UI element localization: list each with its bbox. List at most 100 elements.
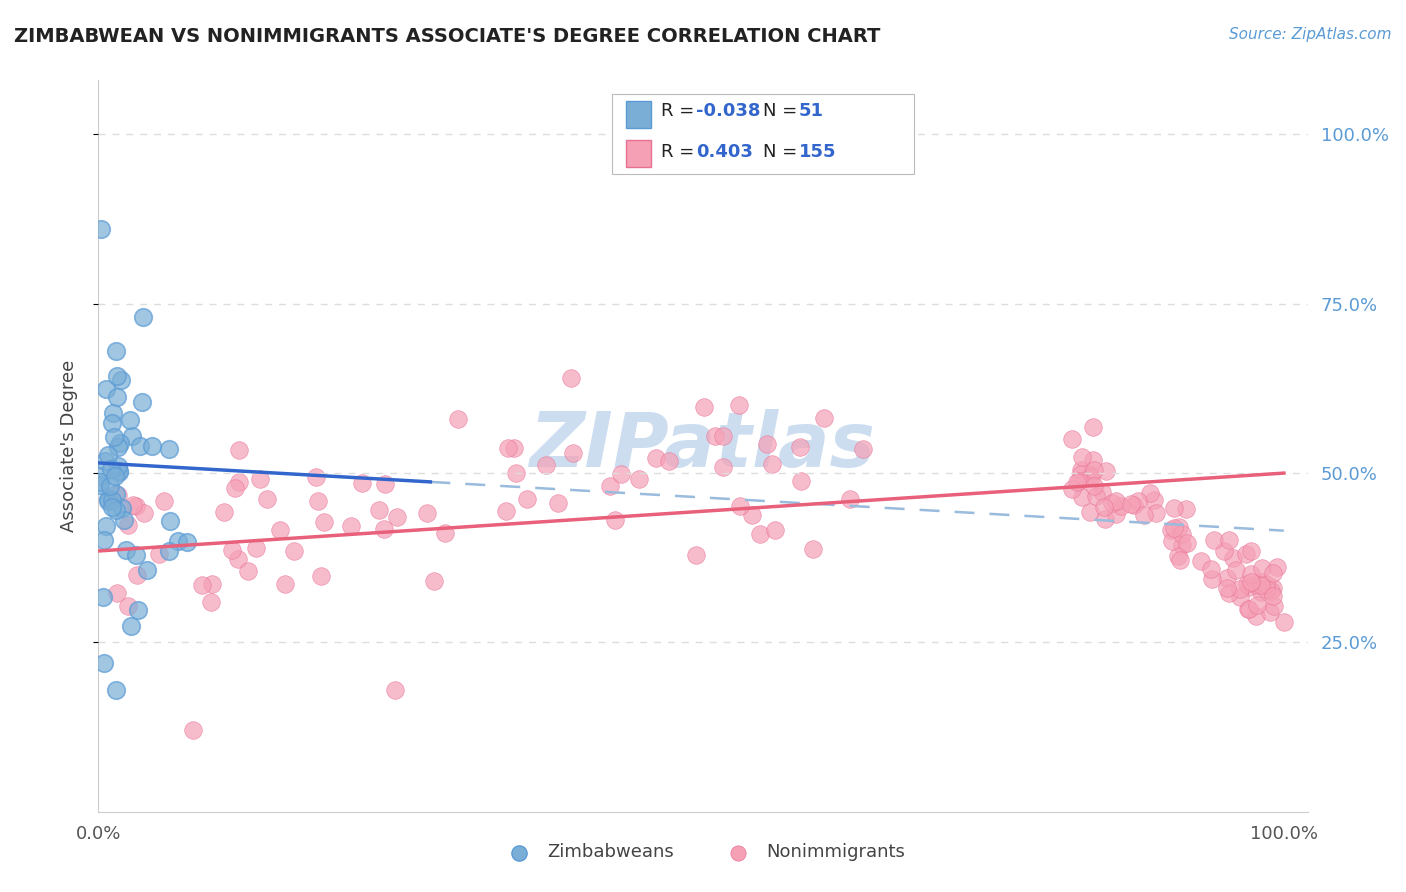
Text: 51: 51 [799, 103, 824, 120]
Point [1081, 453, 1104, 467]
Point [166, 534, 188, 549]
Point [1139, 485, 1161, 500]
Point [90, 469, 112, 483]
Point [1167, 549, 1189, 563]
Point [108, 464, 131, 478]
Point [228, 475, 250, 489]
Point [1215, 571, 1237, 585]
Point [120, 619, 142, 633]
Point [749, 527, 772, 541]
Point [97, 491, 120, 506]
Point [790, 475, 813, 489]
Point [627, 472, 650, 486]
Point [94, 382, 117, 396]
Point [1126, 494, 1149, 508]
Point [148, 547, 170, 561]
Point [245, 541, 267, 556]
Point [1070, 450, 1092, 465]
Point [1119, 497, 1142, 511]
Point [100, 462, 122, 476]
Point [104, 344, 127, 359]
Point [789, 441, 811, 455]
Point [104, 469, 127, 483]
Point [91, 591, 114, 605]
Point [730, 499, 752, 513]
Point [1239, 602, 1261, 616]
Point [103, 430, 125, 444]
Point [756, 437, 779, 451]
Text: R =: R = [661, 143, 700, 161]
Point [1175, 535, 1198, 549]
Point [212, 505, 235, 519]
Point [236, 564, 259, 578]
Point [117, 599, 139, 613]
Point [1070, 491, 1092, 505]
Point [495, 504, 517, 518]
Point [1258, 605, 1281, 619]
Point [1174, 501, 1197, 516]
Point [1092, 500, 1115, 515]
Text: N =: N = [763, 143, 803, 161]
Point [110, 436, 132, 450]
Point [1218, 586, 1240, 600]
Text: R =: R = [661, 103, 700, 120]
Point [226, 552, 249, 566]
Point [447, 412, 470, 426]
Point [373, 522, 395, 536]
Point [1246, 578, 1268, 592]
Point [1263, 566, 1285, 580]
Point [101, 493, 124, 508]
Point [269, 523, 291, 537]
Point [309, 569, 332, 583]
Point [1163, 521, 1185, 535]
Point [101, 407, 124, 421]
Point [1067, 474, 1090, 488]
Point [89, 475, 111, 490]
Point [658, 454, 681, 468]
Point [387, 510, 409, 524]
Point [1078, 505, 1101, 519]
Point [852, 442, 875, 456]
Point [132, 310, 155, 325]
Point [90, 222, 112, 236]
Point [765, 523, 787, 537]
Point [307, 494, 329, 508]
Point [105, 586, 128, 600]
Point [105, 502, 128, 516]
Point [228, 443, 250, 458]
Point [221, 543, 243, 558]
Point [1105, 508, 1128, 522]
Point [603, 512, 626, 526]
Point [1080, 469, 1102, 483]
Point [340, 519, 363, 533]
Point [249, 472, 271, 486]
Text: N =: N = [763, 103, 803, 120]
Point [384, 682, 406, 697]
Point [423, 574, 446, 588]
Point [105, 682, 128, 697]
Point [181, 723, 204, 738]
Point [1091, 484, 1114, 499]
Point [107, 488, 129, 502]
Point [1144, 507, 1167, 521]
Point [1083, 478, 1105, 492]
Point [1261, 581, 1284, 595]
Point [1236, 576, 1258, 591]
Point [1263, 599, 1285, 613]
Point [1229, 582, 1251, 596]
Point [128, 439, 150, 453]
Point [368, 502, 391, 516]
Point [98, 479, 121, 493]
Point [599, 479, 621, 493]
Point [1070, 467, 1092, 481]
Point [505, 466, 527, 480]
Point [1142, 493, 1164, 508]
Point [127, 602, 149, 616]
Point [1250, 578, 1272, 592]
Point [1218, 533, 1240, 547]
Point [141, 439, 163, 453]
Point [711, 460, 734, 475]
Point [1163, 501, 1185, 516]
Point [94, 453, 117, 467]
Point [1078, 467, 1101, 482]
